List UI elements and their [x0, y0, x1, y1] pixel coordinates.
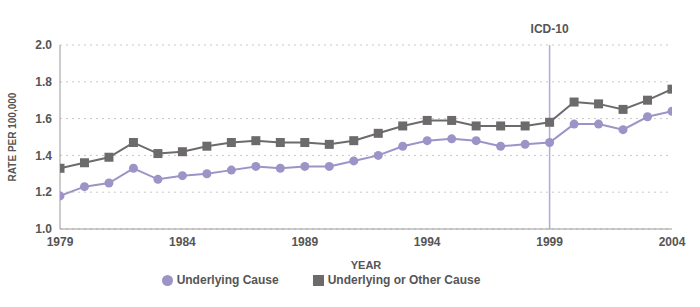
- svg-text:1.8: 1.8: [35, 75, 52, 89]
- svg-text:1984: 1984: [169, 235, 196, 249]
- svg-text:ICD-10: ICD-10: [531, 22, 569, 36]
- html-text:Underlying Cause: Underlying Cause: [176, 273, 279, 287]
- svg-text:1.0: 1.0: [35, 222, 52, 236]
- svg-text:1994: 1994: [414, 235, 441, 249]
- svg-text:1.6: 1.6: [35, 112, 52, 126]
- svg-text:1989: 1989: [291, 235, 318, 249]
- svg-text:RATE PER 100,000: RATE PER 100,000: [8, 92, 18, 181]
- svg-text:1999: 1999: [536, 235, 563, 249]
- svg-text:YEAR: YEAR: [351, 259, 382, 271]
- svg-text:2.0: 2.0: [35, 38, 52, 52]
- svg-text:1.4: 1.4: [35, 149, 52, 163]
- svg-text:2004: 2004: [659, 235, 686, 249]
- html-text:Underlying or Other Cause: Underlying or Other Cause: [327, 273, 481, 287]
- svg-text:1.2: 1.2: [35, 185, 52, 199]
- svg-text:1979: 1979: [47, 235, 74, 249]
